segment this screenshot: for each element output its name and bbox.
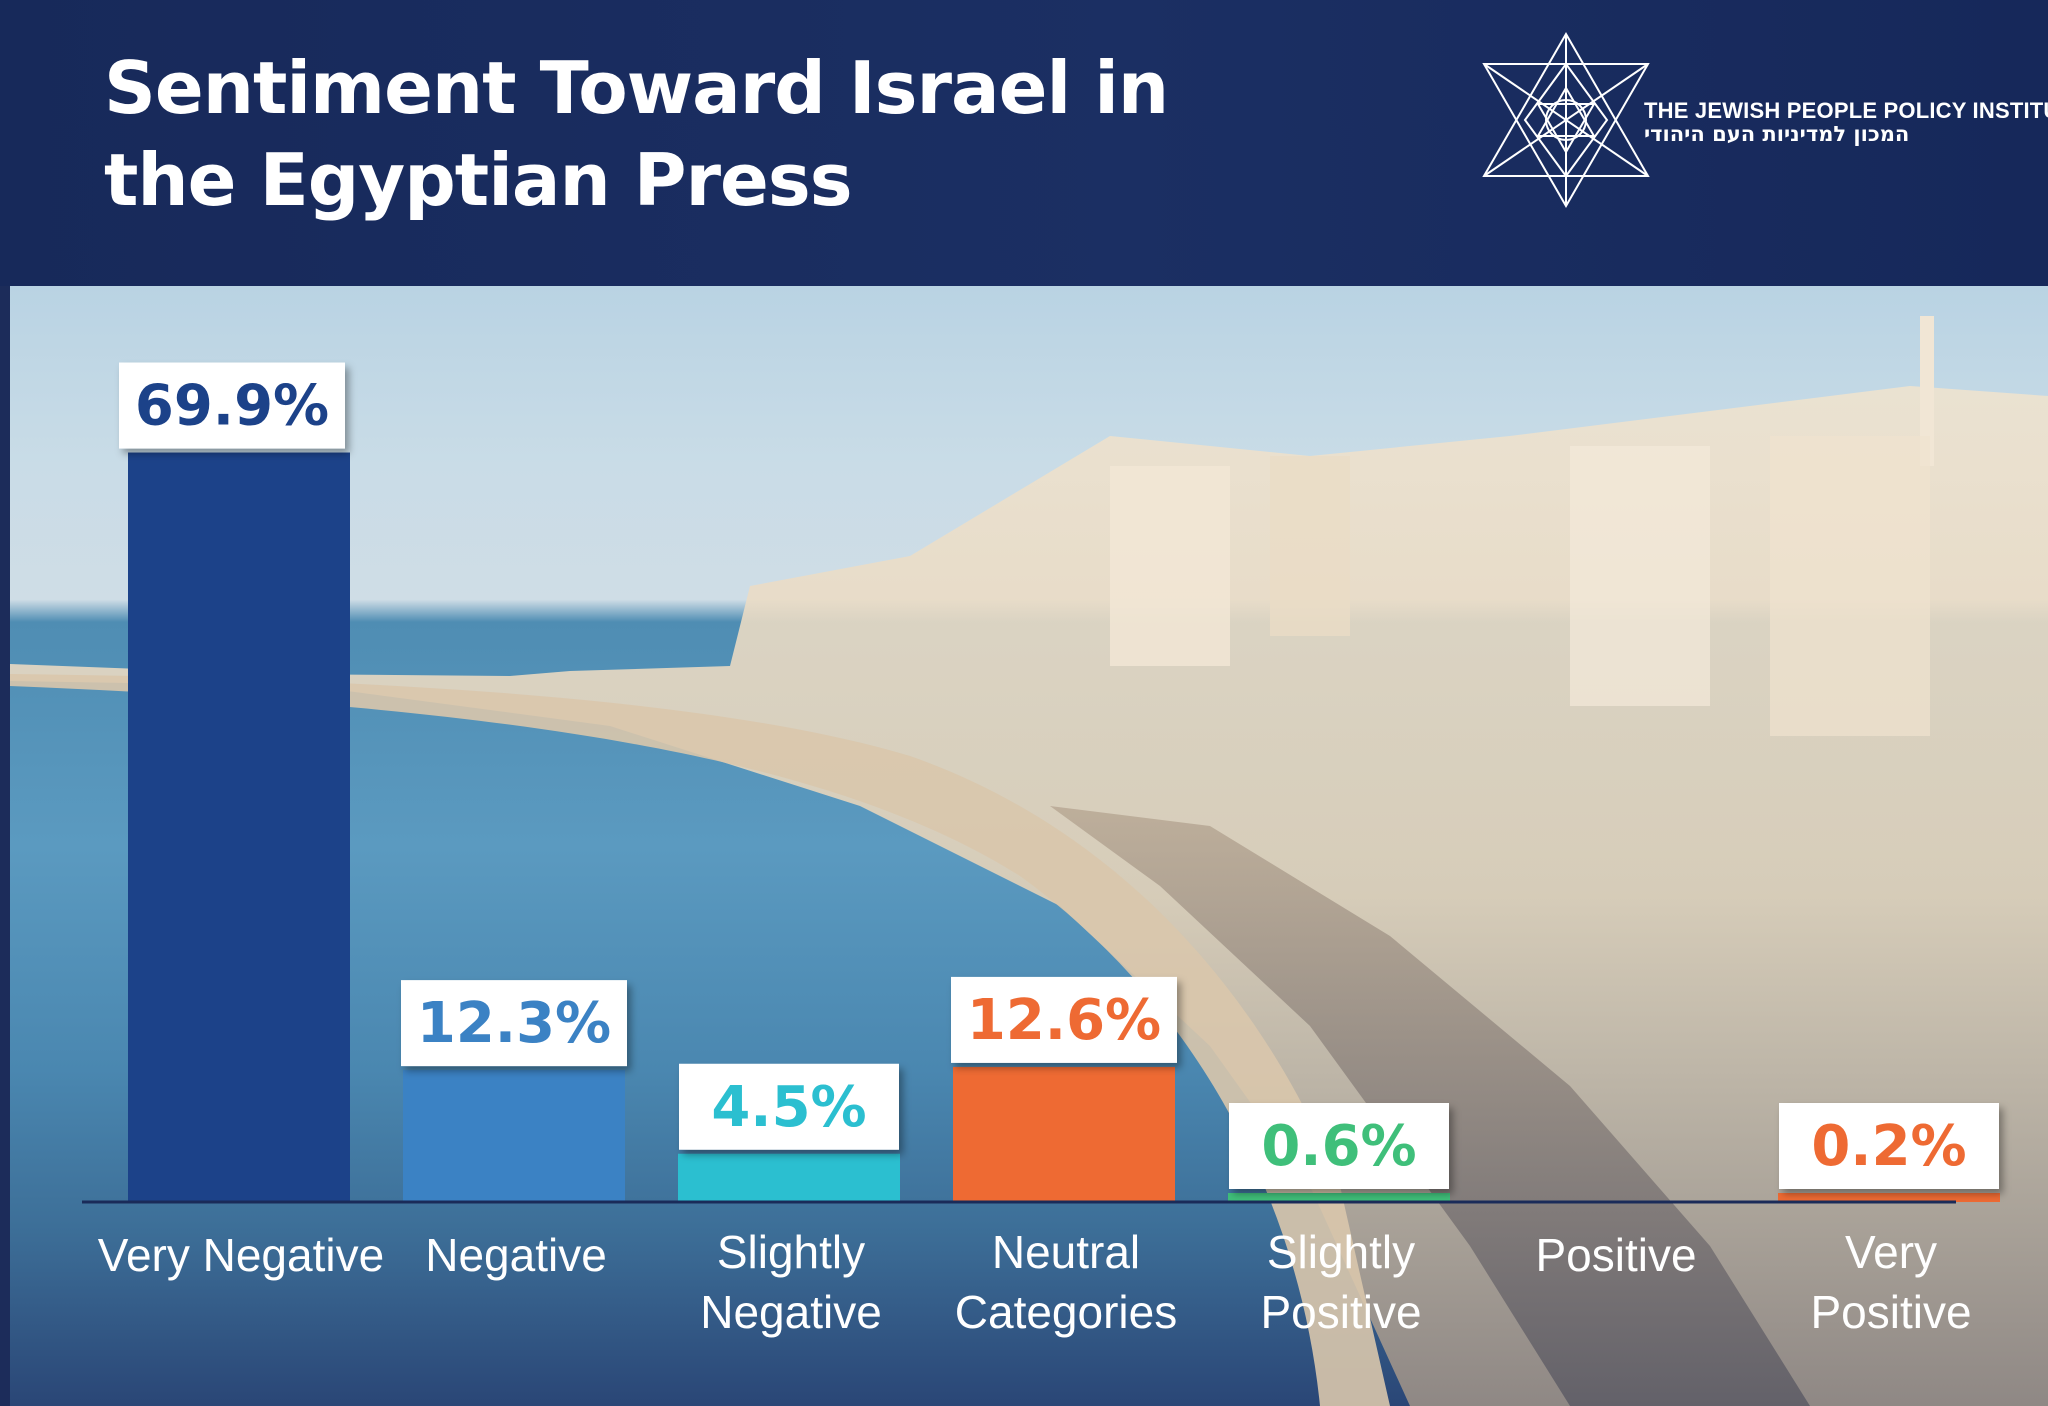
category-label-neutral-categories: Neutral Categories bbox=[955, 1226, 1177, 1338]
value-label-text: 12.6% bbox=[967, 988, 1161, 1053]
bar-neutral-categories bbox=[953, 1066, 1175, 1202]
chart-title-line-1: Sentiment Toward Israel in bbox=[104, 46, 1169, 130]
value-label-negative: 12.3% bbox=[401, 980, 627, 1067]
value-label-box bbox=[679, 1063, 899, 1150]
category-label-very-positive: Very Positive bbox=[1810, 1226, 1971, 1338]
value-label-text: 12.3% bbox=[417, 991, 611, 1056]
value-label-very-negative: 69.9% bbox=[119, 362, 345, 449]
bar-very-negative bbox=[128, 452, 350, 1202]
chart-title-line-2: the Egyptian Press bbox=[104, 138, 853, 222]
value-label-neutral-categories: 12.6% bbox=[951, 976, 1177, 1063]
value-label-box bbox=[119, 362, 345, 449]
category-label-very-negative: Very Negative bbox=[98, 1229, 384, 1281]
chart-title: Sentiment Toward Israel in the Egyptian … bbox=[104, 42, 1254, 226]
value-label-text: 69.9% bbox=[135, 374, 329, 439]
header-banner: Sentiment Toward Israel in the Egyptian … bbox=[0, 0, 2048, 286]
logo-text-hebrew: המכון למדיניות העם היהודי bbox=[1644, 122, 1910, 146]
value-label-slightly-negative: 4.5% bbox=[679, 1063, 899, 1150]
bar-slightly-positive bbox=[1228, 1193, 1450, 1202]
value-label-box bbox=[951, 976, 1177, 1063]
value-label-very-positive: 0.2% bbox=[1779, 1103, 1999, 1189]
category-label-slightly-positive: Slightly Positive bbox=[1260, 1226, 1421, 1338]
value-label-text: 4.5% bbox=[711, 1075, 866, 1140]
value-label-text: 0.6% bbox=[1261, 1114, 1416, 1179]
category-label-negative: Negative bbox=[425, 1229, 607, 1281]
bar-negative bbox=[403, 1070, 625, 1202]
category-label-positive: Positive bbox=[1535, 1229, 1696, 1281]
value-label-text: 0.2% bbox=[1811, 1114, 1966, 1179]
value-label-box bbox=[401, 980, 627, 1067]
jppi-logo: THE JEWISH PEOPLE POLICY INSTITUTE המכון… bbox=[1476, 30, 2048, 210]
value-label-box bbox=[1229, 1103, 1449, 1189]
value-label-box bbox=[1779, 1103, 1999, 1189]
category-label-slightly-negative: Slightly Negative bbox=[700, 1226, 882, 1338]
value-label-slightly-positive: 0.6% bbox=[1229, 1103, 1449, 1189]
bar-very-positive bbox=[1778, 1193, 2000, 1202]
bar-slightly-negative bbox=[678, 1153, 900, 1202]
star-of-david-icon bbox=[1482, 32, 1650, 208]
